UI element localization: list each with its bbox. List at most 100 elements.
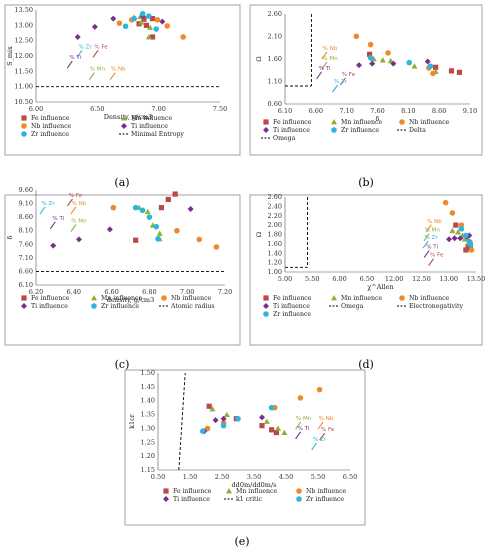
annotation-label: % Nb xyxy=(111,67,126,73)
annotation-arrow xyxy=(109,72,116,81)
y-tick-label: 2.10 xyxy=(268,33,282,41)
annotation-label: % Fe xyxy=(342,72,356,78)
x-tick-label: 7.60 xyxy=(370,107,384,115)
data-point-zr xyxy=(155,236,161,242)
x-tick-label: 13.00 xyxy=(439,275,458,283)
legend-label: Zr influence xyxy=(341,127,379,134)
annotation-arrow xyxy=(311,442,318,451)
data-point-ti xyxy=(457,235,464,242)
legend-label: Fe influence xyxy=(31,115,70,122)
legend-label: Delta xyxy=(409,127,426,134)
annotation-label: % Nb xyxy=(72,201,87,207)
data-point-nb xyxy=(449,210,456,216)
y-tick-label: 1.20 xyxy=(141,452,155,460)
data-point-ti xyxy=(369,60,376,67)
data-point-zr xyxy=(122,23,129,30)
data-point-fe xyxy=(448,68,455,74)
data-point-mn xyxy=(461,236,468,242)
y-tick-label: 13.00 xyxy=(14,21,33,29)
data-point-zr xyxy=(220,422,227,429)
data-point-ti xyxy=(106,226,113,233)
data-point-mn xyxy=(411,63,418,69)
data-point-nb xyxy=(116,20,123,26)
x-tick-label: 6.60 xyxy=(309,107,323,115)
data-point-ti xyxy=(74,33,81,40)
x-tick-label: 6.50 xyxy=(343,473,357,481)
annotation-arrow xyxy=(295,421,302,430)
chart-panel-c: 6.20 6.40 6.60 6.80 7.00 7.20 6.10 6.60 7.10 7.60… xyxy=(4,186,241,346)
legend-label: Omega xyxy=(341,303,364,310)
data-point-fe xyxy=(269,427,275,433)
y-tick-label: 1.15 xyxy=(141,466,155,474)
annotation-label: % Nb xyxy=(427,219,442,225)
y-axis-label: S_mix xyxy=(6,46,14,66)
legend-marker xyxy=(296,488,302,494)
data-point-mn xyxy=(449,227,456,234)
x-axis-label: χ^Allen xyxy=(367,283,393,291)
y-tick-label: 9.60 xyxy=(19,186,33,194)
legend-label: Ti influence xyxy=(173,496,210,503)
legend-label: Fe influence xyxy=(273,295,312,302)
legend-label: Mn influence xyxy=(131,115,172,122)
data-point-nb xyxy=(213,244,220,250)
legend-label: Fe influence xyxy=(173,488,212,495)
data-point-zr xyxy=(467,242,474,248)
legend-label: Omega xyxy=(273,135,296,142)
data-point-nb xyxy=(110,204,117,211)
y-tick-label: 2.00 xyxy=(268,221,282,229)
x-tick-label: 6.10 xyxy=(278,107,292,115)
legend-marker xyxy=(331,127,337,133)
annotation-label: % Ti xyxy=(298,426,310,432)
data-point-nb xyxy=(367,41,374,48)
data-point-nb xyxy=(442,199,449,206)
legend-marker xyxy=(91,295,97,301)
y-tick-label: 1.50 xyxy=(141,369,155,377)
data-point-fe xyxy=(172,191,178,197)
annotation-arrow xyxy=(49,221,56,230)
x-axis-label: δ xyxy=(376,115,380,123)
legend-label: Fe influence xyxy=(273,119,312,126)
y-tick-label: 2.60 xyxy=(268,10,282,18)
y-tick-label: 8.10 xyxy=(19,227,33,235)
data-point-nb xyxy=(174,227,180,234)
data-point-fe xyxy=(453,222,459,228)
x-tick-label: 7.10 xyxy=(339,107,353,115)
panel-border xyxy=(249,4,483,156)
data-point-zr xyxy=(235,415,241,422)
annotation-arrow xyxy=(39,206,46,215)
x-tick-label: 12.00 xyxy=(385,275,404,283)
y-tick-label: 1.60 xyxy=(268,55,282,63)
annotation-arrow xyxy=(422,240,429,249)
annotation-label: % Nb xyxy=(319,416,334,422)
data-point-nb xyxy=(468,247,475,253)
legend-marker xyxy=(161,295,167,301)
legend-label: Ti influence xyxy=(273,127,310,134)
annotation-label: % Fe xyxy=(69,193,83,199)
legend-marker xyxy=(263,127,269,133)
data-point-mn xyxy=(144,208,151,215)
data-point-mn xyxy=(209,406,216,412)
data-point-zr xyxy=(427,63,434,69)
x-tick-label: 7.00 xyxy=(180,288,194,296)
y-tick-label: 13.50 xyxy=(14,6,33,14)
annotation-arrow xyxy=(66,60,73,69)
data-point-fe xyxy=(273,429,279,436)
legend-marker xyxy=(399,119,405,125)
x-tick-label: 12.50 xyxy=(412,275,431,283)
annotation-arrow xyxy=(70,206,77,215)
y-tick-label: 6.10 xyxy=(19,281,33,289)
legend-label: k1 critic xyxy=(236,496,263,503)
x-tick-label: 6.00 xyxy=(332,275,346,283)
x-tick-label: 6.50 xyxy=(360,275,374,283)
legend-marker xyxy=(263,295,269,301)
data-point-ti xyxy=(187,206,194,212)
panel-label: (e) xyxy=(234,535,249,548)
annotation-arrow xyxy=(317,421,324,430)
legend-label: Atomic radius xyxy=(170,303,215,310)
data-point-mn xyxy=(455,229,462,235)
data-point-zr xyxy=(463,232,469,239)
data-point-ti xyxy=(75,236,82,243)
annotation-label: % Mn xyxy=(90,67,106,73)
y-tick-label: 1.40 xyxy=(141,397,155,405)
y-axis-label: δ xyxy=(6,235,14,239)
